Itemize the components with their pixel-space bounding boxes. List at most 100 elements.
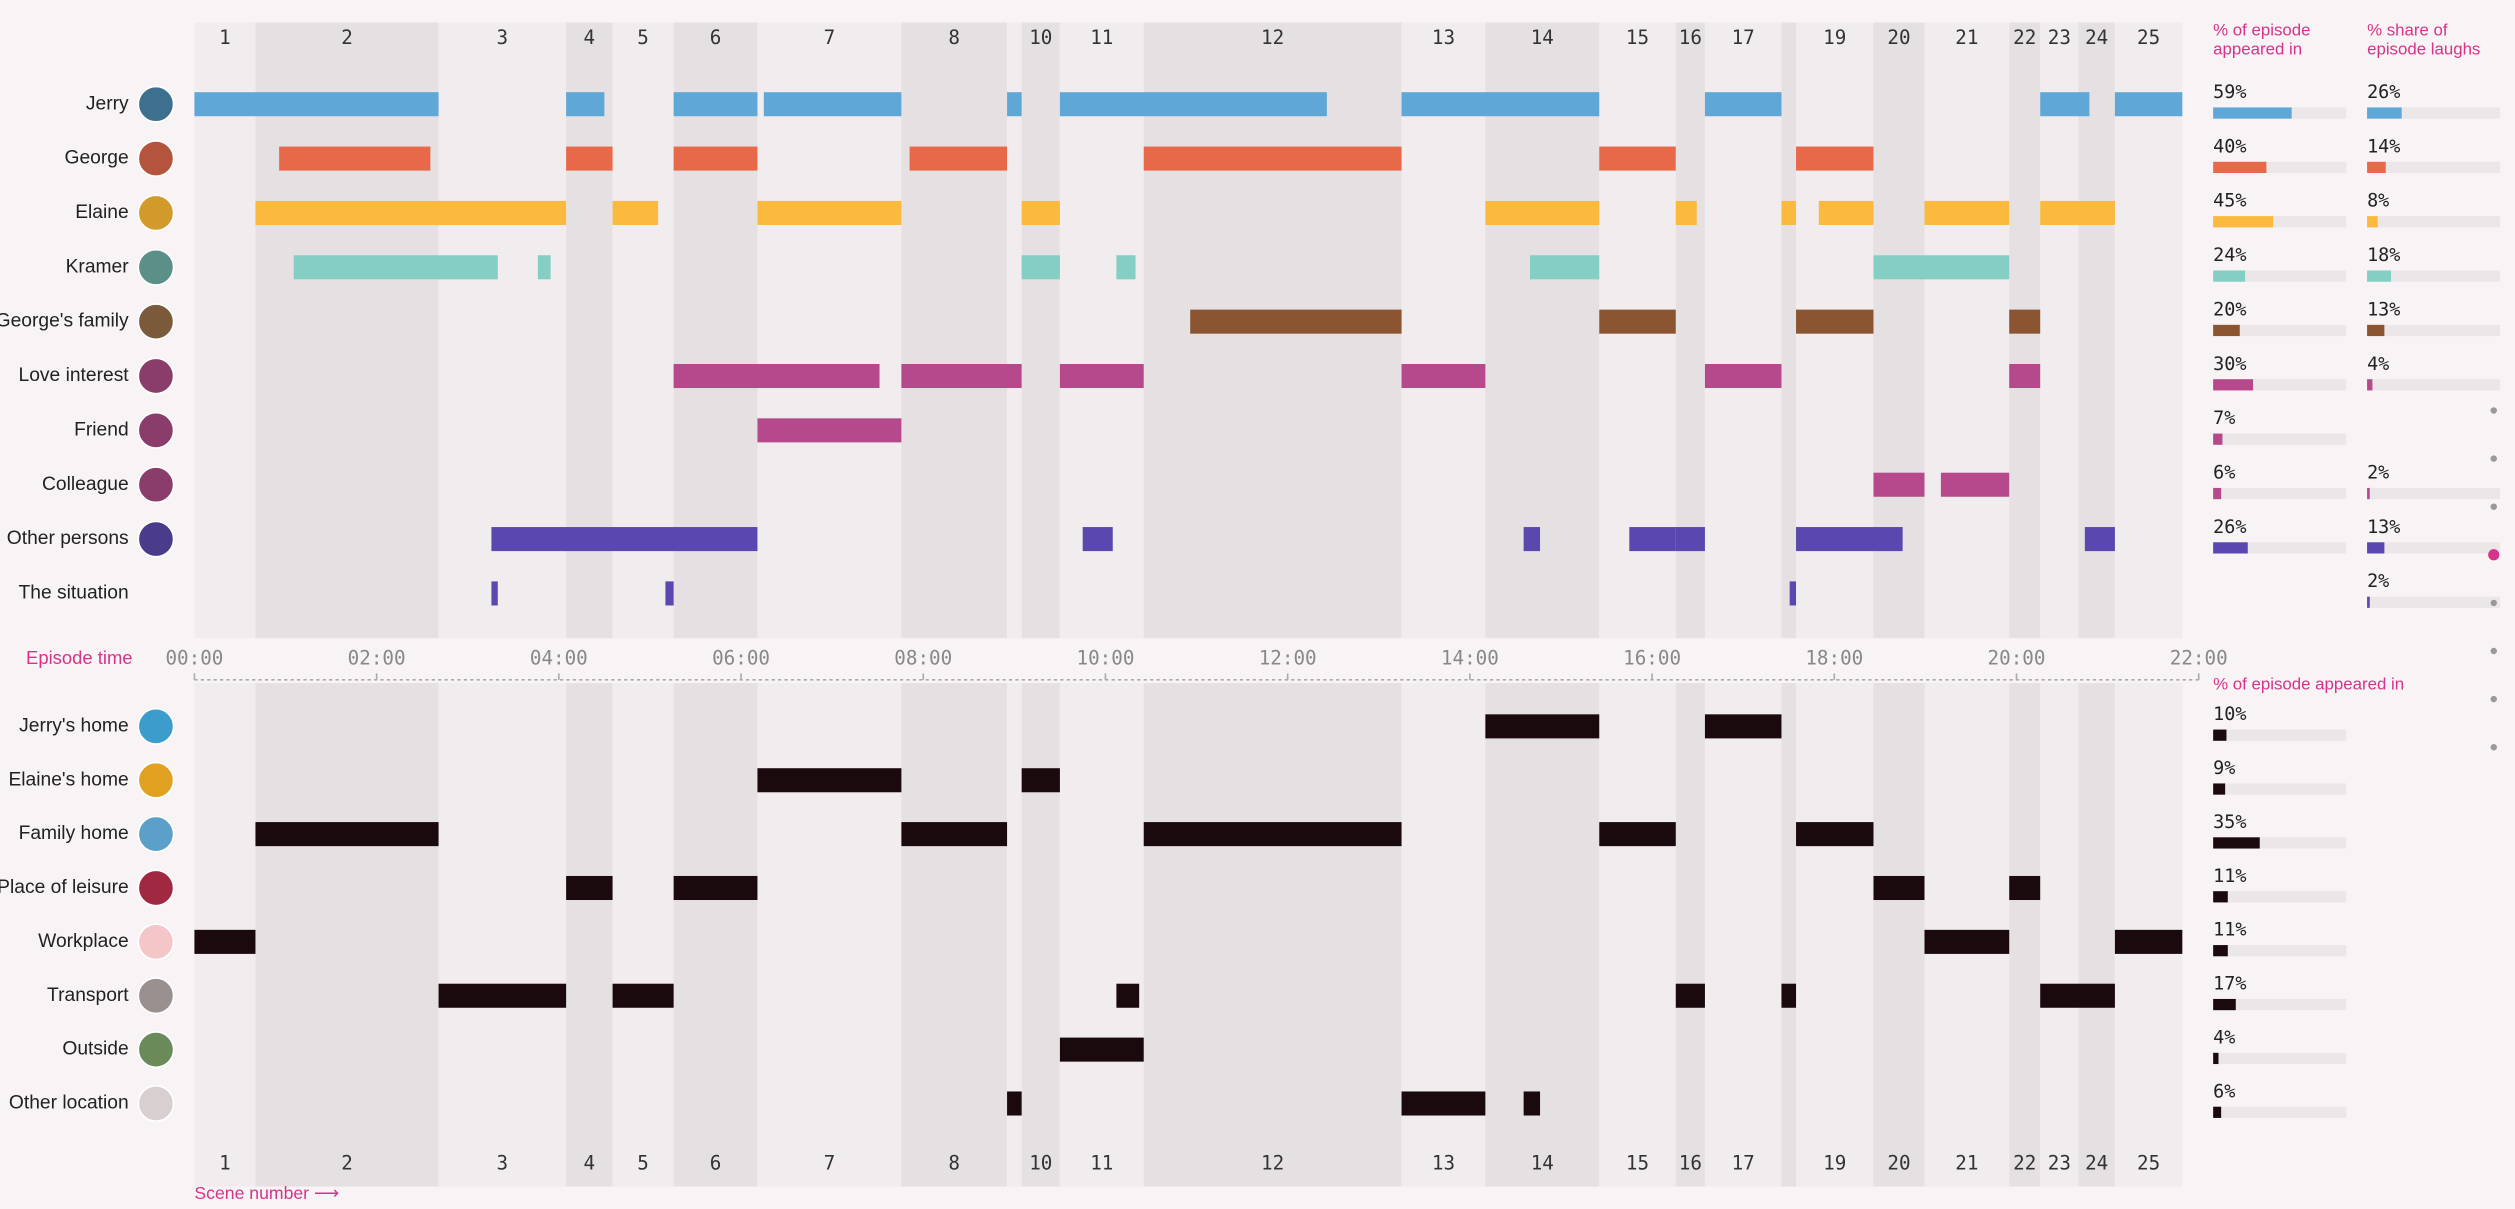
segment: [194, 92, 439, 117]
segment: [2084, 527, 2115, 552]
row-label: The situation: [19, 583, 129, 604]
scene-label: 16: [1679, 1152, 1702, 1175]
segment: [1190, 309, 1402, 334]
page-dot[interactable]: [2490, 599, 2497, 607]
segment: [1401, 92, 1600, 117]
scene-band: [566, 683, 613, 1187]
page-dot[interactable]: [2490, 407, 2497, 414]
segment: [1485, 714, 1600, 739]
page-dot-active[interactable]: [2488, 549, 2500, 561]
scene-label: 15: [1626, 1152, 1649, 1175]
scene-band: [1781, 683, 1797, 1187]
scene-band: [438, 683, 567, 1187]
scene-band: [2040, 683, 2079, 1187]
scene-label: 1: [219, 26, 231, 49]
scene-label: 20: [1887, 1152, 1910, 1175]
panel-track: [2367, 542, 2501, 554]
segment: [255, 822, 439, 847]
scene-label: 4: [584, 1152, 596, 1175]
scene-band: [255, 22, 439, 639]
segment: [1781, 983, 1797, 1008]
scene-band: [1007, 22, 1022, 639]
segment: [1796, 822, 1874, 847]
panel-track: [2213, 891, 2347, 903]
segment: [1143, 822, 1402, 847]
page-dot[interactable]: [2490, 695, 2497, 703]
panel-bar: [2367, 379, 2373, 391]
scene-label: 21: [1955, 1152, 1978, 1175]
scene-band: [1143, 683, 1402, 1187]
avatar: [137, 140, 175, 178]
panel-bar: [2213, 107, 2292, 119]
segment: [1924, 200, 2010, 225]
scene-band: [1704, 683, 1782, 1187]
segment: [1873, 472, 1925, 497]
scene-label: 4: [584, 26, 596, 49]
segment: [1599, 146, 1676, 171]
panel-bar: [2213, 729, 2227, 741]
panel-bar: [2213, 945, 2228, 957]
segment: [2114, 929, 2183, 954]
panel-value-label: 35%: [2213, 812, 2246, 833]
panel-track: [2213, 161, 2347, 174]
panel-bar: [2213, 783, 2226, 795]
panel-value-label: 45%: [2213, 191, 2246, 212]
scene-label: 24: [2085, 1152, 2108, 1175]
row-label: Outside: [62, 1039, 128, 1060]
segment: [1007, 1091, 1022, 1116]
scene-band: [2040, 22, 2079, 639]
scene-label: 10: [1029, 1152, 1052, 1175]
x-tick-label: 14:00: [1441, 647, 1499, 670]
panel-bar: [2367, 270, 2392, 282]
panel-bar: [2213, 161, 2267, 174]
panel-track: [2367, 596, 2501, 608]
panel-track: [2213, 1106, 2347, 1118]
row-label: Workplace: [38, 931, 129, 952]
scene-label: 7: [824, 26, 836, 49]
panel-value-label: 13%: [2367, 299, 2400, 320]
scene-band: [194, 22, 256, 639]
scene-label: 19: [1823, 1152, 1846, 1175]
segment: [1401, 363, 1486, 389]
scene-label: 10: [1029, 26, 1052, 49]
panel-track: [2213, 270, 2347, 282]
segment: [1675, 527, 1705, 552]
row-label: Place of leisure: [0, 877, 129, 898]
scene-label: 5: [637, 26, 649, 49]
scene-band: [1781, 22, 1797, 639]
panel-bar: [2367, 216, 2378, 228]
scene-label: 16: [1679, 26, 1702, 49]
panel-bar: [2213, 542, 2248, 554]
panel-track: [2367, 379, 2501, 391]
panel-track: [2213, 837, 2347, 849]
page-dot[interactable]: [2490, 744, 2497, 751]
scene-band: [1924, 22, 2010, 639]
panel-value-label: 11%: [2213, 866, 2246, 887]
segment: [1704, 363, 1782, 389]
segment: [1523, 1091, 1541, 1116]
avatar: [137, 707, 175, 745]
panel-title: % share of episode laughs: [2367, 21, 2480, 59]
segment: [1021, 200, 1060, 225]
page-dot[interactable]: [2490, 455, 2497, 462]
page-dot[interactable]: [2490, 647, 2497, 655]
panel-track: [2213, 998, 2347, 1011]
scene-label: 3: [497, 1152, 509, 1175]
scene-label: 7: [824, 1152, 836, 1175]
scene-label: 19: [1823, 26, 1846, 49]
segment: [2040, 200, 2115, 225]
scene-label: 22: [2013, 26, 2036, 49]
scene-label: 23: [2048, 1152, 2071, 1175]
segment: [279, 146, 431, 171]
row-label: Elaine: [75, 202, 128, 223]
scene-label: 1: [219, 1152, 231, 1175]
segment: [901, 822, 1008, 847]
page-dot[interactable]: [2490, 503, 2497, 510]
segment: [491, 527, 758, 552]
scene-label: 23: [2048, 26, 2071, 49]
scene-label: 13: [1432, 26, 1455, 49]
segment: [673, 363, 880, 389]
x-tick-label: 12:00: [1259, 647, 1317, 670]
panel-bar: [2213, 324, 2240, 337]
panel-value-label: 40%: [2213, 136, 2246, 157]
